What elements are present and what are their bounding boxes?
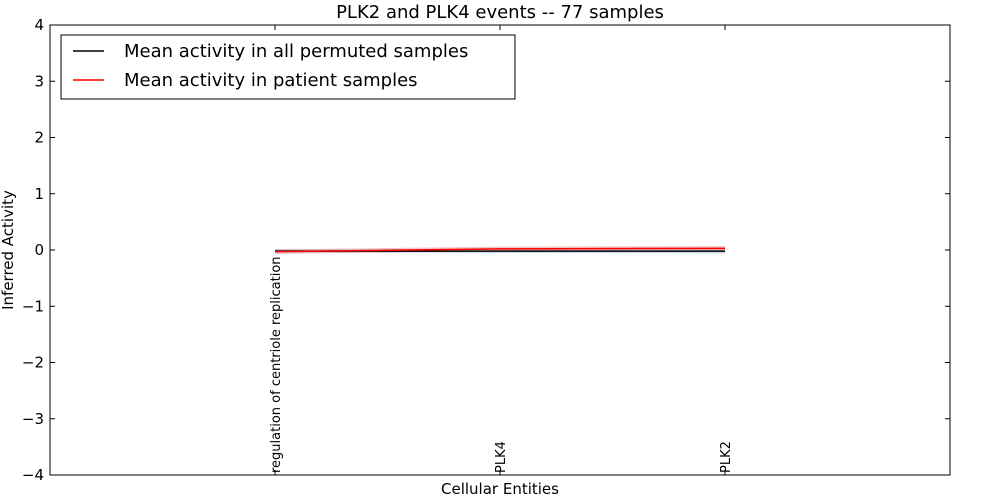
y-tick-label: 0 — [34, 241, 44, 259]
legend-box — [60, 34, 516, 100]
y-tick-label: −1 — [22, 297, 44, 315]
y-tick-label: −4 — [22, 466, 44, 484]
legend: Mean activity in all permuted samples Mea… — [60, 34, 516, 100]
x-category-label: PLK2 — [719, 441, 734, 473]
y-tick-label: 3 — [34, 72, 44, 90]
series-line-1 — [274, 247, 726, 253]
y-tick-label: 4 — [34, 16, 44, 34]
y-axis-label: Inferred Activity — [0, 190, 17, 310]
chart-title: PLK2 and PLK4 events -- 77 samples — [336, 2, 664, 23]
legend-label: Mean activity in all permuted samples — [124, 41, 468, 62]
x-category-label: regulation of centriole replication — [269, 256, 284, 473]
y-tick-label: 2 — [34, 129, 44, 147]
plot-frame — [49, 24, 951, 476]
plot-area: −4 −3 −2 −1 0 1 2 3 4 regulation of centriole rep… — [22, 16, 951, 484]
x-category-label: PLK4 — [494, 441, 509, 473]
y-tick-label: −2 — [22, 354, 44, 372]
x-axis-label: Cellular Entities — [441, 480, 559, 498]
y-tick-label: −3 — [22, 410, 44, 428]
legend-label: Mean activity in patient samples — [124, 70, 418, 91]
y-tick-label: 1 — [34, 185, 44, 203]
